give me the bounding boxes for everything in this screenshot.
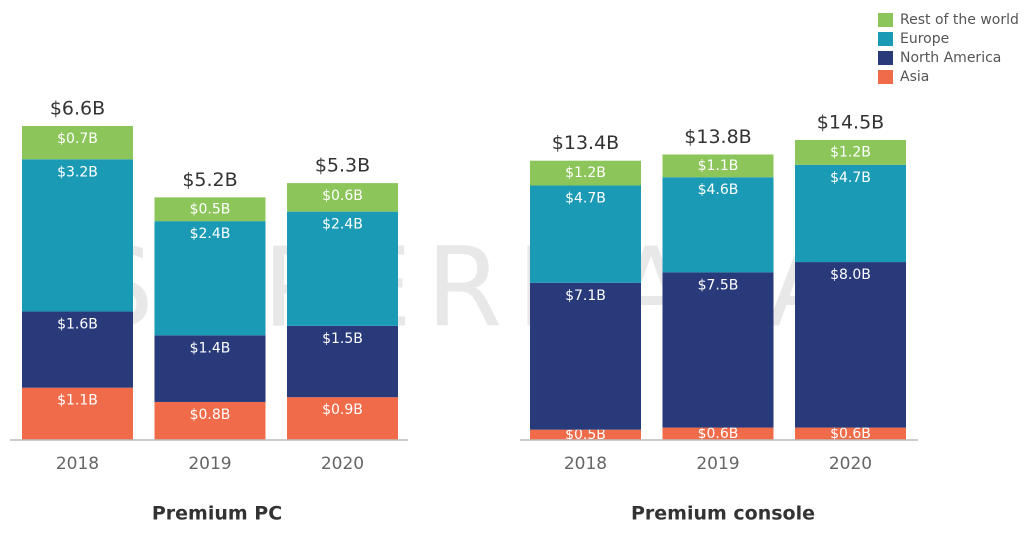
bar-segment bbox=[662, 177, 774, 273]
bar-segment bbox=[22, 387, 133, 440]
value-label: $1.4B bbox=[190, 340, 231, 356]
bar-segment bbox=[795, 427, 906, 440]
x-tick-label: 2020 bbox=[321, 454, 364, 474]
bar-segment bbox=[154, 335, 266, 402]
bar-segment bbox=[154, 221, 266, 336]
value-label: $0.6B bbox=[830, 426, 871, 442]
total-label: $13.8B bbox=[684, 126, 751, 148]
legend-swatch bbox=[878, 13, 893, 27]
value-label: $7.5B bbox=[698, 277, 739, 293]
total-label: $14.5B bbox=[817, 112, 884, 134]
total-label: $5.2B bbox=[182, 169, 237, 191]
total-label: $13.4B bbox=[552, 132, 619, 154]
value-label: $0.6B bbox=[698, 426, 739, 442]
value-label: $2.4B bbox=[190, 226, 231, 242]
value-label: $4.6B bbox=[698, 182, 739, 198]
value-label: $1.5B bbox=[322, 331, 363, 347]
bar-segment bbox=[287, 183, 398, 212]
total-label: $6.6B bbox=[50, 98, 105, 120]
bar-segment bbox=[795, 164, 906, 263]
bar-segment bbox=[22, 311, 133, 388]
legend-label: Asia bbox=[900, 69, 929, 85]
bar-segment bbox=[530, 429, 641, 440]
value-label: $1.6B bbox=[57, 317, 98, 333]
value-label: $3.2B bbox=[57, 164, 98, 180]
legend-swatch bbox=[878, 32, 893, 46]
legend-label: Europe bbox=[900, 31, 949, 47]
legend-label: North America bbox=[900, 50, 1001, 66]
chart-title: Premium PC bbox=[152, 503, 282, 525]
bar-segment bbox=[22, 126, 133, 160]
value-label: $0.5B bbox=[190, 201, 231, 217]
bar-segment bbox=[154, 401, 266, 440]
value-label: $0.7B bbox=[57, 131, 98, 147]
bar-segment bbox=[662, 154, 774, 178]
bar-segment bbox=[287, 211, 398, 326]
bar-segment bbox=[795, 140, 906, 165]
bar-segment bbox=[530, 282, 641, 430]
chart-title: Premium console bbox=[631, 503, 815, 525]
value-label: $1.1B bbox=[57, 393, 98, 409]
value-label: $0.6B bbox=[322, 188, 363, 204]
bar-segment bbox=[287, 325, 398, 398]
value-label: $1.2B bbox=[565, 165, 606, 181]
value-label: $0.8B bbox=[190, 407, 231, 423]
value-label: $0.5B bbox=[565, 427, 606, 443]
value-label: $1.2B bbox=[830, 144, 871, 160]
value-label: $8.0B bbox=[830, 267, 871, 283]
x-tick-label: 2020 bbox=[829, 454, 872, 474]
bar-segment bbox=[154, 197, 266, 222]
bar-segment bbox=[287, 397, 398, 440]
legend-swatch bbox=[878, 70, 893, 84]
value-label: $4.7B bbox=[830, 170, 871, 186]
total-label: $5.3B bbox=[315, 155, 370, 177]
x-tick-label: 2018 bbox=[56, 454, 99, 474]
legend-label: Rest of the world bbox=[900, 12, 1019, 28]
value-label: $7.1B bbox=[565, 288, 606, 304]
x-tick-label: 2019 bbox=[696, 454, 739, 474]
bar-segment bbox=[662, 272, 774, 428]
bar-segment bbox=[795, 262, 906, 428]
value-label: $2.4B bbox=[322, 217, 363, 233]
value-label: $4.7B bbox=[565, 191, 606, 207]
bar-segment bbox=[22, 159, 133, 312]
bar-segment bbox=[530, 160, 641, 186]
bar-segment bbox=[662, 427, 774, 440]
bar-segment bbox=[530, 185, 641, 283]
value-label: $1.1B bbox=[698, 158, 739, 174]
legend-swatch bbox=[878, 51, 893, 65]
value-label: $0.9B bbox=[322, 402, 363, 418]
x-tick-label: 2018 bbox=[564, 454, 607, 474]
x-tick-label: 2019 bbox=[188, 454, 231, 474]
